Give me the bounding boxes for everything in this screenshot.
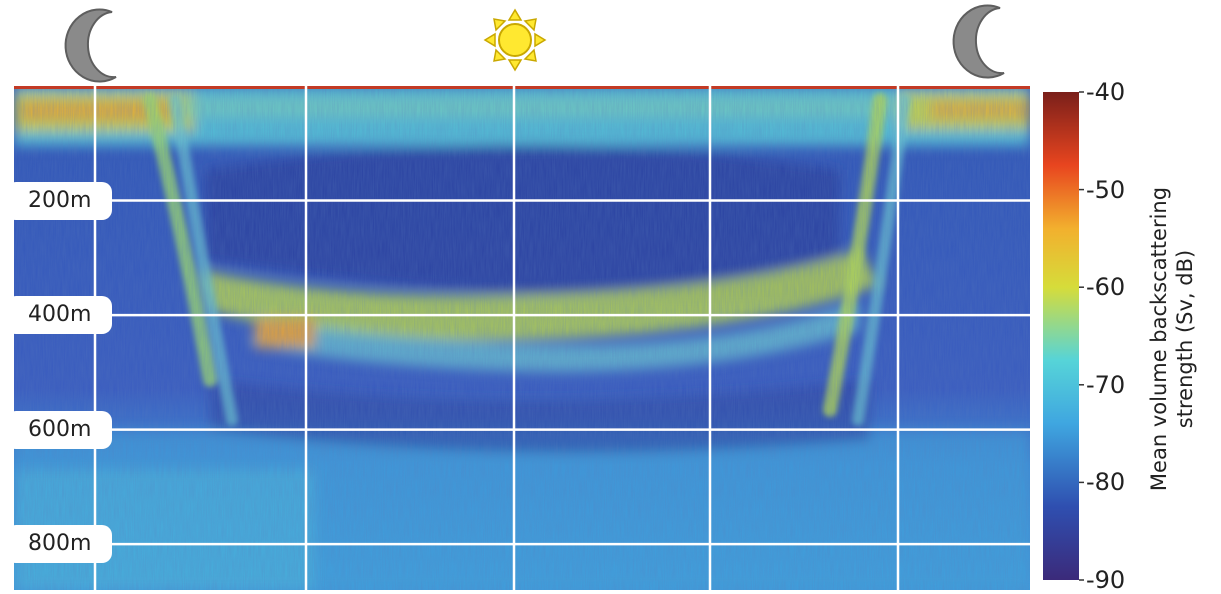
colorbar-tick-label: -40 [1086,78,1126,106]
colorbar-tick-label: -80 [1086,468,1126,497]
grid [93,86,900,590]
moon-icon-right [952,4,1005,79]
colorbar-tick-label: -70 [1086,370,1126,399]
colorbar-tick-label: -50 [1086,175,1126,204]
echogram-heatmap [14,86,1030,590]
grid-horizontal [14,199,1030,546]
colorbar-title: Mean volume backscattering strength (Sv,… [1146,129,1198,549]
colorbar [1043,92,1079,580]
colorbar-tick-marks [1079,91,1084,581]
colorbar-title-line-2: strength (Sv, dB) [1173,249,1197,429]
depth-label-200: 200m [6,181,112,220]
depth-label-600: 600m [6,410,112,449]
sun-icon [483,8,547,72]
depth-label-800: 800m [6,525,112,564]
depth-label-400: 400m [6,296,112,335]
colorbar-tick-label: -90 [1086,566,1126,594]
colorbar-tick-label: -60 [1086,273,1126,302]
colorbar-title-line-1: Mean volume backscattering [1147,186,1171,492]
moon-icon-left [64,8,117,83]
